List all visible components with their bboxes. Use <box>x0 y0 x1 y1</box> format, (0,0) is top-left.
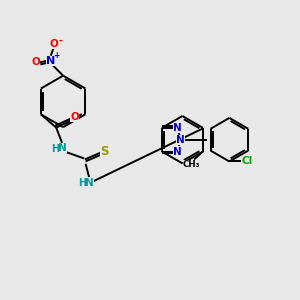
Text: H: H <box>79 178 87 188</box>
Text: N: N <box>85 178 94 188</box>
Text: N: N <box>58 143 66 153</box>
Text: O: O <box>31 57 40 68</box>
Text: Cl: Cl <box>242 157 253 166</box>
Text: N: N <box>173 146 182 157</box>
Text: +: + <box>53 51 59 60</box>
Text: O: O <box>70 112 79 122</box>
Text: H: H <box>52 144 60 154</box>
Text: O: O <box>49 39 58 49</box>
Text: N: N <box>176 135 185 145</box>
Text: N: N <box>46 56 56 66</box>
Text: CH₃: CH₃ <box>183 160 200 169</box>
Text: N: N <box>173 123 182 133</box>
Text: S: S <box>100 145 109 158</box>
Text: -: - <box>58 35 62 45</box>
